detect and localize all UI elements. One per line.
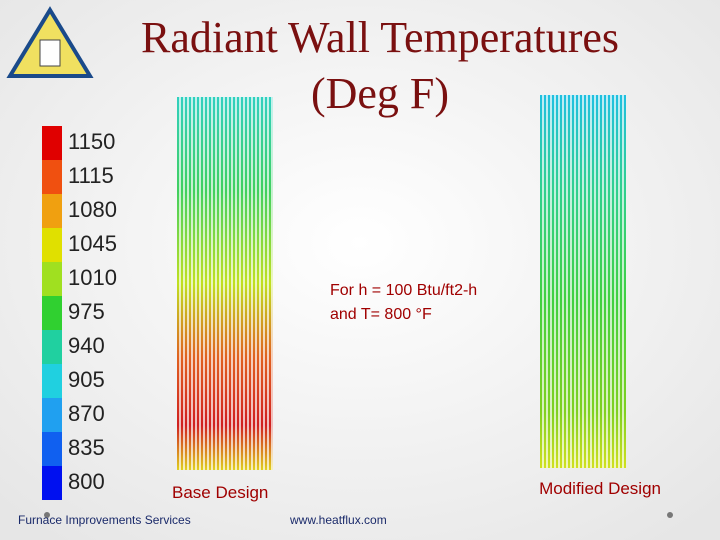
colorbar-label: 940 — [68, 333, 105, 358]
title-line: (Deg F) — [311, 69, 449, 118]
colorbar-label: 905 — [68, 367, 105, 392]
annotation-line: For h = 100 Btu/ft2-h — [330, 282, 477, 299]
tube-field — [177, 97, 273, 470]
colorbar-swatch — [42, 466, 62, 500]
colorbar-swatch — [42, 432, 62, 466]
colorbar-label: 1080 — [68, 197, 117, 222]
colorbar-label: 1045 — [68, 231, 117, 256]
panel-label: Base Design — [172, 483, 268, 502]
colorbar-label: 870 — [68, 401, 105, 426]
dot — [667, 512, 673, 518]
colorbar-swatch — [42, 330, 62, 364]
logo — [6, 6, 94, 78]
colorbar-label: 975 — [68, 299, 105, 324]
panel-label: Modified Design — [539, 479, 661, 498]
colorbar-swatch — [42, 160, 62, 194]
tube-panels — [177, 95, 626, 470]
footer-center: www.heatflux.com — [289, 513, 387, 527]
dot — [44, 512, 50, 518]
footer-left: Furnace Improvements Services — [18, 513, 191, 527]
title-line: Radiant Wall Temperatures — [141, 13, 619, 62]
colorbar-swatch — [42, 262, 62, 296]
colorbar-swatch — [42, 364, 62, 398]
colorbar-label: 835 — [68, 435, 105, 460]
colorbar: 1150 1115 1080 1045 1010 975 940 905 870 835 800 — [42, 126, 117, 500]
colorbar-label: 1150 — [68, 129, 115, 154]
colorbar-swatch — [42, 228, 62, 262]
colorbar-label: 1010 — [68, 265, 117, 290]
colorbar-swatch — [42, 194, 62, 228]
colorbar-label: 800 — [68, 469, 105, 494]
colorbar-swatch — [42, 398, 62, 432]
colorbar-label: 1115 — [68, 163, 114, 188]
colorbar-swatch — [42, 296, 62, 330]
colorbar-swatch — [42, 126, 62, 160]
annotation-line: and T= 800 °F — [330, 306, 432, 323]
